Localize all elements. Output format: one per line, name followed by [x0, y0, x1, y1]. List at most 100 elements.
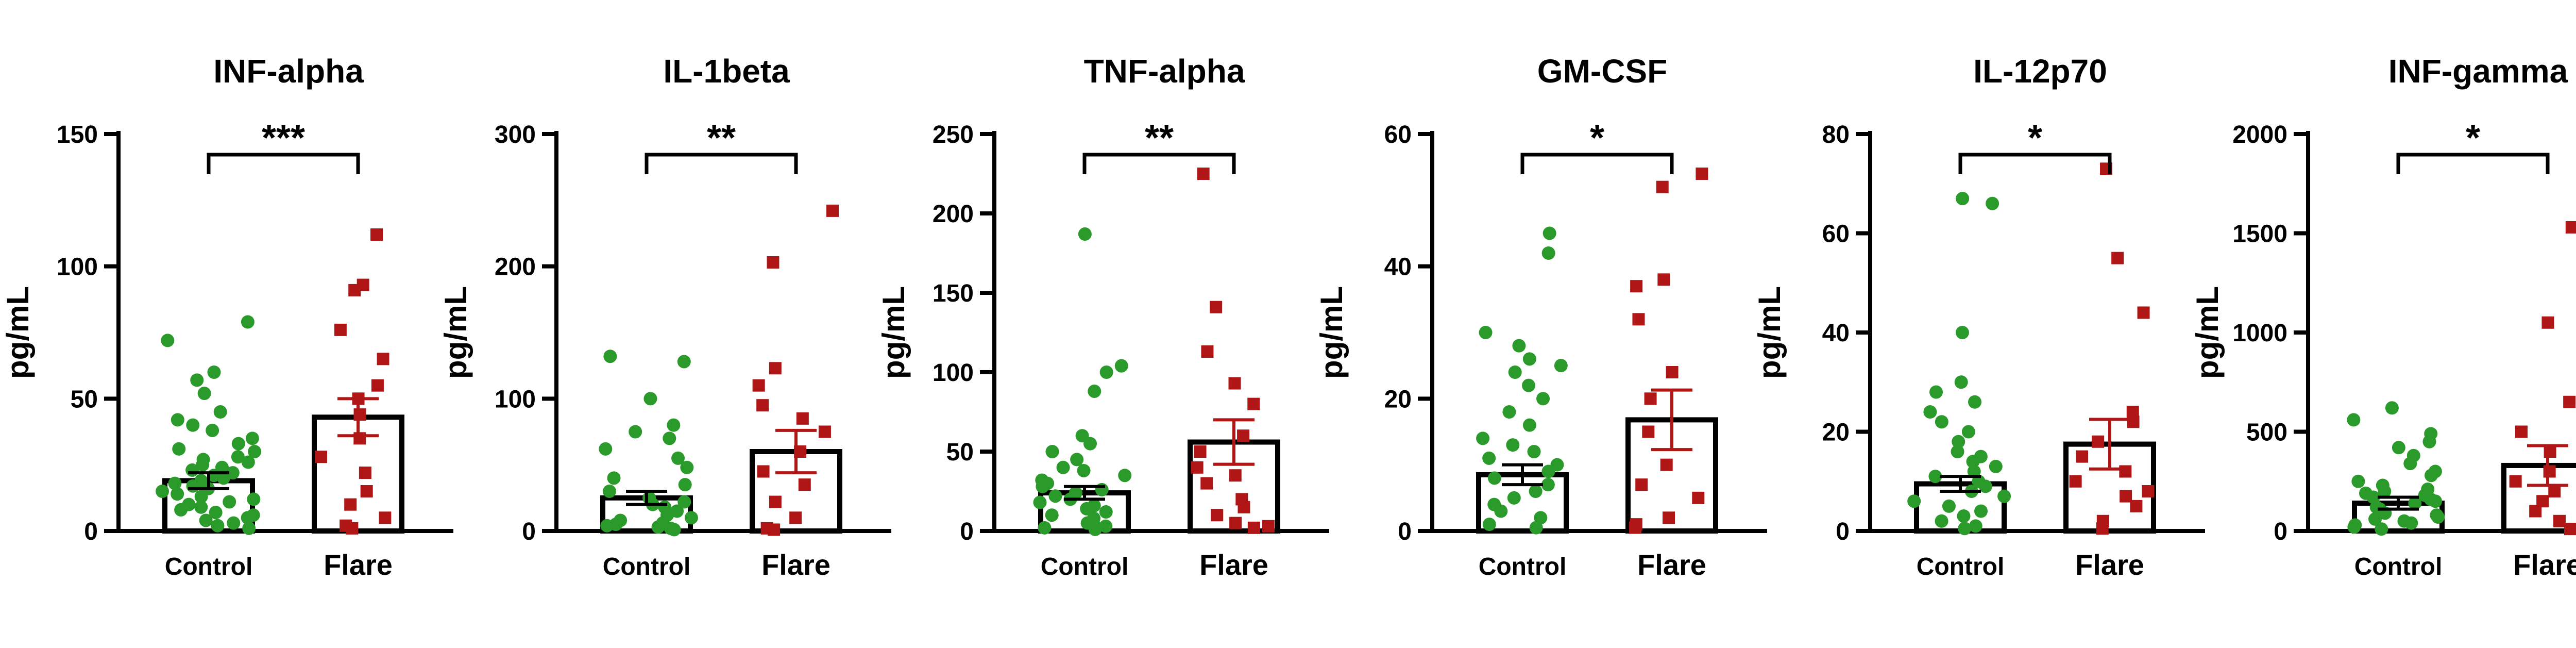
data-point	[1956, 192, 1970, 206]
data-point	[1045, 445, 1059, 458]
chart-panel: GM-CSF pg/mL 0 20 40 60 Control Flare *	[1314, 53, 1767, 581]
data-point	[247, 492, 261, 506]
data-point	[1191, 461, 1204, 474]
data-point	[186, 418, 200, 432]
data-point	[2137, 306, 2150, 319]
x-category-label: Flare	[761, 549, 831, 581]
data-point	[174, 503, 188, 517]
data-point	[2076, 450, 2089, 463]
data-point	[207, 365, 221, 379]
data-point	[199, 513, 213, 527]
data-point	[1692, 491, 1705, 504]
data-point	[171, 487, 184, 501]
data-point	[2375, 522, 2388, 536]
y-tick-label: 60	[1384, 121, 1412, 148]
data-point	[1237, 429, 1250, 442]
data-point	[1997, 489, 2011, 503]
data-point	[1923, 405, 1937, 419]
data-point	[796, 412, 809, 425]
data-point	[1512, 339, 1526, 353]
data-point	[1200, 477, 1213, 490]
significance-bracket	[207, 153, 360, 174]
data-point	[1966, 455, 1980, 469]
data-point	[1077, 463, 1091, 477]
chart-title: TNF-alpha	[1084, 53, 1245, 90]
data-point	[2408, 496, 2422, 510]
y-tick-label: 100	[57, 254, 98, 281]
chart-panel: INF-alpha pg/mL 0 50 100 150 Control Flare ***	[1, 53, 453, 581]
y-tick-label: 0	[2274, 518, 2287, 545]
data-point	[818, 425, 831, 438]
data-point	[2553, 514, 2566, 527]
x-category-label: Flare	[1637, 549, 1706, 581]
data-point	[2347, 413, 2361, 427]
data-point	[1541, 246, 1555, 260]
data-point	[1247, 397, 1260, 410]
y-tick-label: 300	[495, 121, 536, 148]
data-point	[216, 471, 230, 485]
data-point	[211, 519, 225, 533]
data-point	[757, 465, 770, 478]
data-point	[2422, 435, 2436, 448]
data-point	[1078, 227, 1092, 241]
chart-title: IL-1beta	[663, 53, 790, 90]
data-point	[2092, 435, 2105, 448]
y-tick-label: 50	[71, 386, 98, 413]
data-point	[600, 519, 614, 533]
y-tick-label: 0	[960, 518, 974, 545]
data-point	[2529, 505, 2542, 518]
data-point	[1541, 478, 1555, 492]
significance-label: **	[1145, 118, 1174, 159]
data-point	[798, 478, 811, 491]
data-point	[1033, 495, 1047, 509]
data-point	[172, 442, 186, 456]
data-point	[227, 516, 241, 530]
y-tick-label: 100	[495, 386, 536, 413]
data-point	[1629, 521, 1642, 534]
data-point	[1211, 509, 1224, 522]
data-point	[2351, 474, 2365, 488]
y-tick-label: 60	[1822, 221, 1850, 248]
x-category-label: Flare	[1199, 549, 1268, 581]
chart-title: INF-alpha	[213, 53, 364, 90]
chart-panel: TNF-alpha pg/mL 0 50 100 150 200 250 Control Flar…	[876, 53, 1329, 581]
data-point	[377, 353, 389, 365]
x-category-label: Control	[1041, 553, 1129, 580]
data-point	[667, 523, 681, 537]
data-point	[168, 476, 182, 490]
data-point	[161, 334, 175, 347]
chart-title: INF-gamma	[2388, 53, 2568, 90]
data-point	[194, 500, 208, 514]
x-category-label: Flare	[2075, 549, 2144, 581]
data-point	[1696, 168, 1708, 180]
data-point	[677, 355, 691, 369]
data-point	[2069, 475, 2082, 488]
data-point	[242, 521, 256, 535]
data-point	[603, 350, 617, 363]
data-point	[1229, 469, 1242, 482]
data-point	[2368, 512, 2382, 526]
data-point	[1482, 451, 1496, 465]
y-tick-label: 0	[84, 518, 98, 545]
data-point	[1657, 273, 1670, 286]
significance-label: *	[1590, 118, 1604, 159]
data-point	[1099, 505, 1113, 519]
data-point	[1986, 196, 1999, 210]
data-point	[334, 323, 347, 336]
data-point	[2541, 316, 2554, 329]
data-point	[231, 450, 245, 464]
data-point	[1954, 375, 1968, 389]
data-point	[190, 373, 204, 387]
y-tick-label: 250	[933, 121, 974, 148]
data-point	[353, 408, 366, 421]
data-point	[2120, 490, 2132, 503]
data-point	[1527, 445, 1541, 458]
data-point	[1228, 377, 1241, 390]
data-point	[245, 431, 259, 445]
data-point	[1632, 313, 1645, 326]
y-tick-label: 0	[1836, 518, 1850, 545]
data-point	[2431, 510, 2445, 524]
data-point	[1974, 504, 1988, 518]
data-point	[671, 451, 685, 465]
data-point	[348, 284, 361, 296]
